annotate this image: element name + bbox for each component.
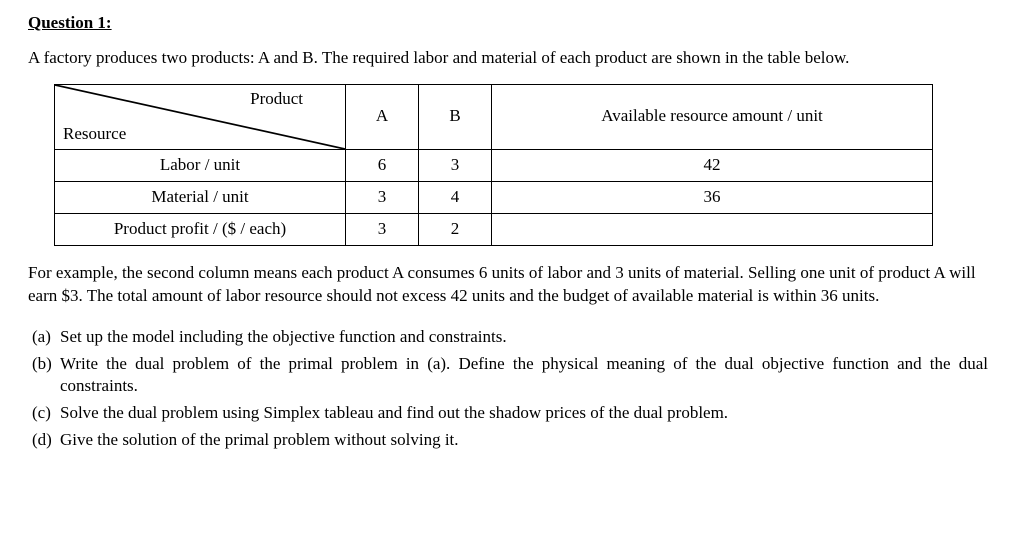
table-row: Material / unit 3 4 36 xyxy=(55,181,933,213)
cell-available xyxy=(492,213,933,245)
cell-a: 3 xyxy=(346,213,419,245)
resource-table: Product Resource A B Available resource … xyxy=(54,84,933,246)
part-text: Solve the dual problem using Simplex tab… xyxy=(60,402,988,425)
part-text: Set up the model including the objective… xyxy=(60,326,988,349)
question-parts: (a) Set up the model including the objec… xyxy=(28,326,988,453)
part-item: (d) Give the solution of the primal prob… xyxy=(32,429,988,452)
column-header-available: Available resource amount / unit xyxy=(492,84,933,149)
part-label: (a) xyxy=(32,326,60,349)
table-row: Labor / unit 6 3 42 xyxy=(55,149,933,181)
part-item: (a) Set up the model including the objec… xyxy=(32,326,988,349)
cell-available: 42 xyxy=(492,149,933,181)
part-label: (b) xyxy=(32,353,60,399)
header-product-label: Product xyxy=(250,88,303,111)
part-item: (b) Write the dual problem of the primal… xyxy=(32,353,988,399)
cell-b: 2 xyxy=(419,213,492,245)
cell-b: 4 xyxy=(419,181,492,213)
cell-b: 3 xyxy=(419,149,492,181)
column-header-a: A xyxy=(346,84,419,149)
question-heading: Question 1: xyxy=(28,12,988,35)
part-text: Write the dual problem of the primal pro… xyxy=(60,353,988,399)
intro-paragraph: A factory produces two products: A and B… xyxy=(28,47,988,70)
page: Question 1: A factory produces two produ… xyxy=(0,0,1016,539)
cell-available: 36 xyxy=(492,181,933,213)
part-label: (d) xyxy=(32,429,60,452)
row-label: Product profit / ($ / each) xyxy=(55,213,346,245)
header-resource-label: Resource xyxy=(63,123,126,146)
table-row: Product profit / ($ / each) 3 2 xyxy=(55,213,933,245)
table-header-row: Product Resource A B Available resource … xyxy=(55,84,933,149)
row-label: Material / unit xyxy=(55,181,346,213)
row-label: Labor / unit xyxy=(55,149,346,181)
part-text: Give the solution of the primal problem … xyxy=(60,429,988,452)
part-label: (c) xyxy=(32,402,60,425)
diagonal-header-cell: Product Resource xyxy=(55,84,346,149)
explanation-paragraph: For example, the second column means eac… xyxy=(28,262,988,308)
part-item: (c) Solve the dual problem using Simplex… xyxy=(32,402,988,425)
cell-a: 6 xyxy=(346,149,419,181)
cell-a: 3 xyxy=(346,181,419,213)
column-header-b: B xyxy=(419,84,492,149)
